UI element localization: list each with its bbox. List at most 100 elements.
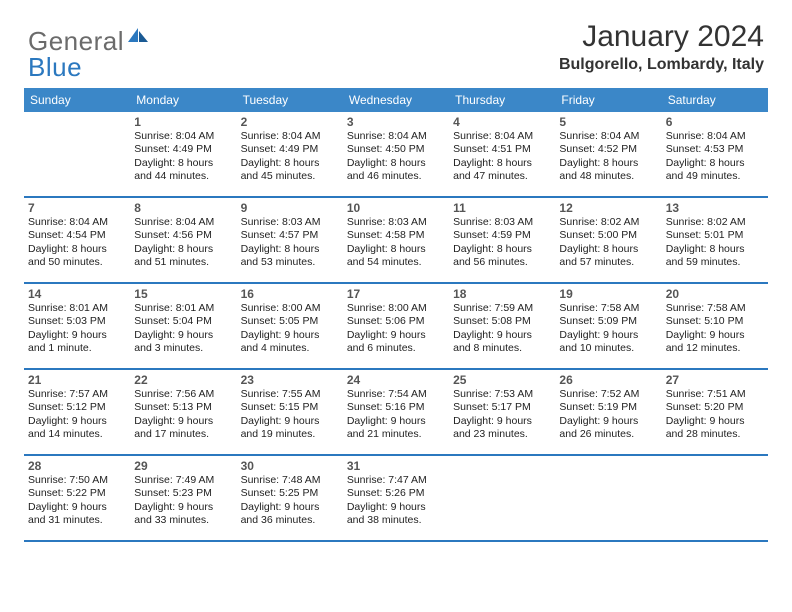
- sunset-text: Sunset: 5:05 PM: [241, 315, 339, 328]
- day-number: 20: [666, 287, 764, 301]
- day-cell: 5Sunrise: 8:04 AMSunset: 4:52 PMDaylight…: [555, 112, 661, 196]
- sunrise-text: Sunrise: 8:00 AM: [347, 302, 445, 315]
- day-cell: 22Sunrise: 7:56 AMSunset: 5:13 PMDayligh…: [130, 370, 236, 454]
- logo-blue-wrap: Blue: [28, 52, 82, 83]
- sunset-text: Sunset: 5:19 PM: [559, 401, 657, 414]
- sunrise-text: Sunrise: 7:52 AM: [559, 388, 657, 401]
- logo-text-blue: Blue: [28, 52, 82, 82]
- day-number: 4: [453, 115, 551, 129]
- day-cell: 1Sunrise: 8:04 AMSunset: 4:49 PMDaylight…: [130, 112, 236, 196]
- day-number: 14: [28, 287, 126, 301]
- sunrise-text: Sunrise: 8:04 AM: [28, 216, 126, 229]
- sunrise-text: Sunrise: 8:04 AM: [666, 130, 764, 143]
- daylight-text: Daylight: 9 hours and 3 minutes.: [134, 329, 232, 356]
- calendar: Sunday Monday Tuesday Wednesday Thursday…: [24, 88, 768, 542]
- day-cell: 25Sunrise: 7:53 AMSunset: 5:17 PMDayligh…: [449, 370, 555, 454]
- day-number: 2: [241, 115, 339, 129]
- day-cell: 2Sunrise: 8:04 AMSunset: 4:49 PMDaylight…: [237, 112, 343, 196]
- sunset-text: Sunset: 5:13 PM: [134, 401, 232, 414]
- day-number: 16: [241, 287, 339, 301]
- sunset-text: Sunset: 5:00 PM: [559, 229, 657, 242]
- day-cell: [662, 456, 768, 540]
- sunset-text: Sunset: 5:26 PM: [347, 487, 445, 500]
- day-number: 5: [559, 115, 657, 129]
- sunrise-text: Sunrise: 8:03 AM: [241, 216, 339, 229]
- day-number: 17: [347, 287, 445, 301]
- sunrise-text: Sunrise: 7:56 AM: [134, 388, 232, 401]
- sunrise-text: Sunrise: 8:02 AM: [666, 216, 764, 229]
- day-cell: 4Sunrise: 8:04 AMSunset: 4:51 PMDaylight…: [449, 112, 555, 196]
- sunset-text: Sunset: 5:23 PM: [134, 487, 232, 500]
- sunrise-text: Sunrise: 8:04 AM: [453, 130, 551, 143]
- sunrise-text: Sunrise: 7:58 AM: [666, 302, 764, 315]
- daylight-text: Daylight: 8 hours and 47 minutes.: [453, 157, 551, 184]
- daylight-text: Daylight: 9 hours and 28 minutes.: [666, 415, 764, 442]
- daylight-text: Daylight: 8 hours and 56 minutes.: [453, 243, 551, 270]
- day-number: 27: [666, 373, 764, 387]
- day-cell: 30Sunrise: 7:48 AMSunset: 5:25 PMDayligh…: [237, 456, 343, 540]
- daylight-text: Daylight: 8 hours and 45 minutes.: [241, 157, 339, 184]
- day-cell: 14Sunrise: 8:01 AMSunset: 5:03 PMDayligh…: [24, 284, 130, 368]
- sunset-text: Sunset: 5:25 PM: [241, 487, 339, 500]
- sunrise-text: Sunrise: 7:53 AM: [453, 388, 551, 401]
- daylight-text: Daylight: 9 hours and 12 minutes.: [666, 329, 764, 356]
- day-cell: 28Sunrise: 7:50 AMSunset: 5:22 PMDayligh…: [24, 456, 130, 540]
- day-number: 12: [559, 201, 657, 215]
- daylight-text: Daylight: 8 hours and 46 minutes.: [347, 157, 445, 184]
- daylight-text: Daylight: 8 hours and 49 minutes.: [666, 157, 764, 184]
- week-row: 28Sunrise: 7:50 AMSunset: 5:22 PMDayligh…: [24, 456, 768, 542]
- daylight-text: Daylight: 9 hours and 6 minutes.: [347, 329, 445, 356]
- sunrise-text: Sunrise: 8:04 AM: [134, 130, 232, 143]
- title-block: January 2024 Bulgorello, Lombardy, Italy: [559, 20, 764, 74]
- sunset-text: Sunset: 5:15 PM: [241, 401, 339, 414]
- daylight-text: Daylight: 9 hours and 17 minutes.: [134, 415, 232, 442]
- sunrise-text: Sunrise: 8:04 AM: [134, 216, 232, 229]
- day-cell: 31Sunrise: 7:47 AMSunset: 5:26 PMDayligh…: [343, 456, 449, 540]
- daylight-text: Daylight: 9 hours and 38 minutes.: [347, 501, 445, 528]
- week-row: 14Sunrise: 8:01 AMSunset: 5:03 PMDayligh…: [24, 284, 768, 370]
- day-cell: 19Sunrise: 7:58 AMSunset: 5:09 PMDayligh…: [555, 284, 661, 368]
- sunset-text: Sunset: 5:20 PM: [666, 401, 764, 414]
- daylight-text: Daylight: 9 hours and 33 minutes.: [134, 501, 232, 528]
- day-cell: 7Sunrise: 8:04 AMSunset: 4:54 PMDaylight…: [24, 198, 130, 282]
- sunrise-text: Sunrise: 8:01 AM: [134, 302, 232, 315]
- daylight-text: Daylight: 8 hours and 44 minutes.: [134, 157, 232, 184]
- sunset-text: Sunset: 4:57 PM: [241, 229, 339, 242]
- sunset-text: Sunset: 4:54 PM: [28, 229, 126, 242]
- daylight-text: Daylight: 9 hours and 14 minutes.: [28, 415, 126, 442]
- sunset-text: Sunset: 4:52 PM: [559, 143, 657, 156]
- daylight-text: Daylight: 9 hours and 4 minutes.: [241, 329, 339, 356]
- sunrise-text: Sunrise: 7:51 AM: [666, 388, 764, 401]
- dayhead-thu: Thursday: [449, 88, 555, 112]
- day-cell: [555, 456, 661, 540]
- sunset-text: Sunset: 5:16 PM: [347, 401, 445, 414]
- day-cell: [449, 456, 555, 540]
- daylight-text: Daylight: 8 hours and 54 minutes.: [347, 243, 445, 270]
- header: General January 2024 Bulgorello, Lombard…: [0, 0, 792, 82]
- sunrise-text: Sunrise: 8:02 AM: [559, 216, 657, 229]
- sunset-text: Sunset: 5:12 PM: [28, 401, 126, 414]
- day-header-row: Sunday Monday Tuesday Wednesday Thursday…: [24, 88, 768, 112]
- day-cell: 27Sunrise: 7:51 AMSunset: 5:20 PMDayligh…: [662, 370, 768, 454]
- sail-icon: [126, 26, 150, 49]
- day-number: 1: [134, 115, 232, 129]
- day-cell: 8Sunrise: 8:04 AMSunset: 4:56 PMDaylight…: [130, 198, 236, 282]
- day-cell: 20Sunrise: 7:58 AMSunset: 5:10 PMDayligh…: [662, 284, 768, 368]
- dayhead-sat: Saturday: [662, 88, 768, 112]
- daylight-text: Daylight: 9 hours and 31 minutes.: [28, 501, 126, 528]
- day-cell: 10Sunrise: 8:03 AMSunset: 4:58 PMDayligh…: [343, 198, 449, 282]
- sunrise-text: Sunrise: 7:59 AM: [453, 302, 551, 315]
- sunset-text: Sunset: 5:08 PM: [453, 315, 551, 328]
- weeks-container: 1Sunrise: 8:04 AMSunset: 4:49 PMDaylight…: [24, 112, 768, 542]
- day-number: 11: [453, 201, 551, 215]
- sunset-text: Sunset: 4:58 PM: [347, 229, 445, 242]
- day-cell: 13Sunrise: 8:02 AMSunset: 5:01 PMDayligh…: [662, 198, 768, 282]
- day-number: 24: [347, 373, 445, 387]
- day-cell: 3Sunrise: 8:04 AMSunset: 4:50 PMDaylight…: [343, 112, 449, 196]
- sunset-text: Sunset: 4:56 PM: [134, 229, 232, 242]
- sunrise-text: Sunrise: 8:03 AM: [347, 216, 445, 229]
- daylight-text: Daylight: 8 hours and 48 minutes.: [559, 157, 657, 184]
- sunrise-text: Sunrise: 7:48 AM: [241, 474, 339, 487]
- day-number: 9: [241, 201, 339, 215]
- sunrise-text: Sunrise: 8:03 AM: [453, 216, 551, 229]
